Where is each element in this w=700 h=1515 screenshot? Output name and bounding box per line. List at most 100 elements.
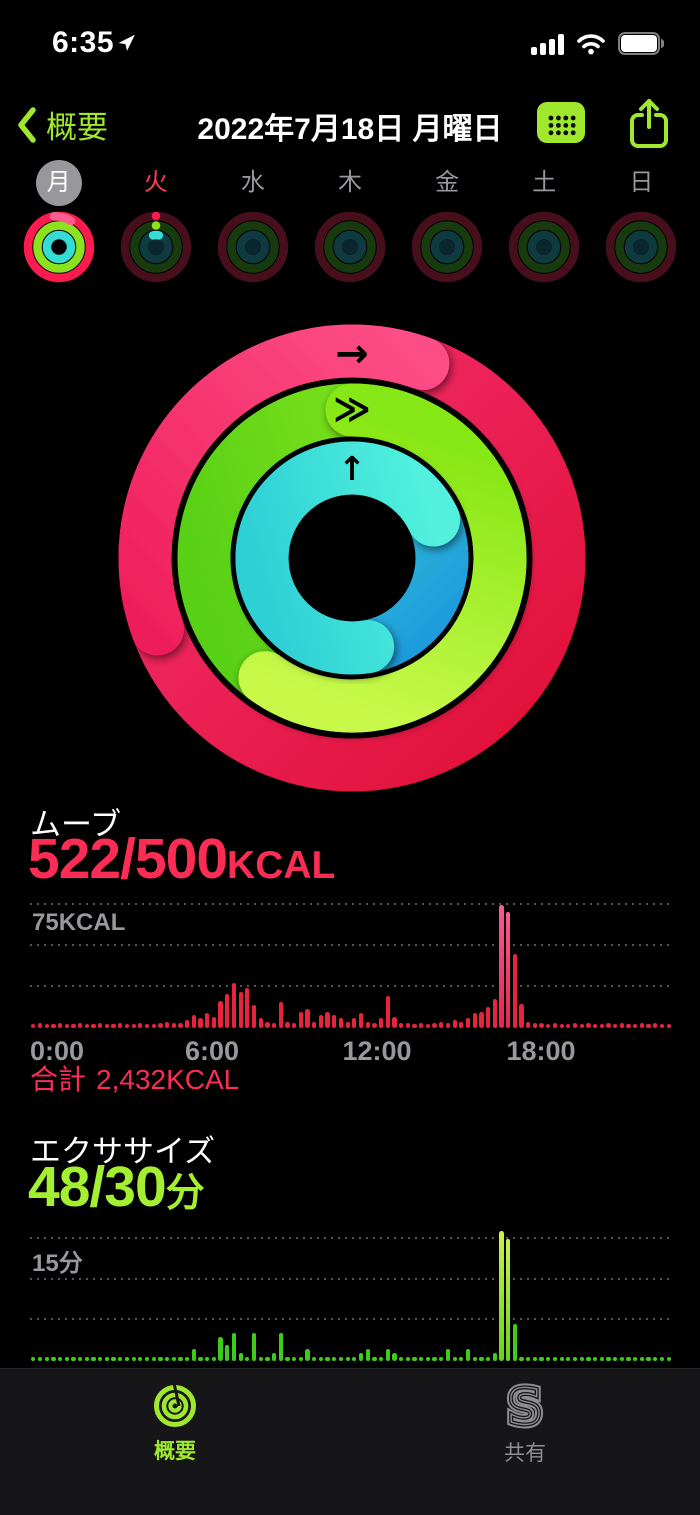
share-button[interactable] [626, 96, 672, 155]
chart-bar [84, 1356, 89, 1361]
chart-bar [225, 994, 230, 1028]
mini-activity-rings [23, 211, 94, 283]
exercise-value-unit: 分 [165, 1172, 205, 1215]
chart-bar [64, 1356, 69, 1361]
chart-bar [639, 1023, 645, 1028]
calendar-button[interactable] [536, 100, 586, 150]
chart-bar [124, 1356, 130, 1361]
chart-bar [385, 1348, 390, 1361]
chart-bar [185, 1356, 190, 1361]
move-chart-x-axis: 0:00 6:00 12:00 18:00 [0, 1036, 700, 1066]
chart-bar [412, 1023, 417, 1028]
chart-bar [91, 1023, 96, 1028]
chart-bar [358, 1352, 364, 1361]
chart-bar [305, 1008, 310, 1028]
chart-bar [191, 1015, 196, 1028]
chart-bar [613, 1356, 618, 1361]
chart-bar [118, 1356, 123, 1361]
chart-bar [472, 1356, 477, 1361]
chart-bar [479, 1356, 484, 1361]
chart-bar [338, 1356, 344, 1361]
chart-bar [178, 1356, 183, 1361]
day-column-木[interactable]: 木 [301, 160, 398, 285]
exercise-section-title: エクササイズ [30, 1134, 216, 1169]
chart-bar [37, 1356, 43, 1361]
day-column-金[interactable]: 金 [399, 160, 496, 285]
mini-activity-rings [314, 211, 386, 283]
chart-bar [646, 1023, 651, 1028]
chart-bar [278, 1002, 283, 1028]
chart-bar [365, 1021, 370, 1028]
chart-bar [572, 1023, 578, 1028]
stand-ring [235, 441, 469, 675]
tab-bar: 概要 S S S 共有 [0, 1368, 700, 1515]
day-column-土[interactable]: 土 [496, 160, 593, 285]
chart-bar [552, 1023, 558, 1028]
chart-bar [405, 1356, 410, 1361]
day-column-日[interactable]: 日 [593, 160, 690, 285]
chart-bar [258, 1356, 263, 1361]
chart-bar [365, 1348, 370, 1361]
chart-bar [358, 1013, 364, 1028]
chart-bar [91, 1356, 96, 1361]
chart-bar [78, 1356, 83, 1361]
chart-bar [285, 1021, 290, 1028]
chart-bar [292, 1023, 297, 1028]
chart-bar [566, 1356, 571, 1361]
chart-bar [265, 1021, 270, 1028]
mini-activity-rings [606, 211, 677, 283]
exercise-arrow-icon: ≫ [333, 389, 371, 430]
chart-bar [619, 1023, 624, 1028]
day-label: 火 [143, 169, 168, 196]
chart-bar [298, 1011, 303, 1028]
chart-bar [445, 1348, 451, 1361]
chart-bar [439, 1356, 444, 1361]
chart-bar [586, 1023, 591, 1028]
chart-bar [164, 1356, 170, 1361]
day-column-水[interactable]: 水 [204, 160, 301, 285]
chart-bar [586, 1356, 591, 1361]
day-label: 月 [35, 160, 82, 206]
chart-bar [325, 1011, 330, 1028]
chart-bar [285, 1356, 290, 1361]
chart-bar [452, 1356, 457, 1361]
chart-bar [31, 1023, 36, 1028]
chart-bar [606, 1356, 611, 1361]
chart-bar [619, 1356, 624, 1361]
svg-text:S: S [507, 1381, 542, 1433]
chart-bar [405, 1023, 410, 1028]
day-column-火[interactable]: 火 [107, 160, 204, 285]
chart-bar [519, 1003, 524, 1028]
chart-bar [131, 1356, 136, 1361]
chart-bar [31, 1356, 36, 1361]
chart-bar [138, 1023, 143, 1028]
move-chart [30, 903, 672, 1028]
tab-share[interactable]: S S S 共有 [445, 1381, 605, 1467]
chart-bar [492, 998, 497, 1028]
move-section-title: ムーブ [30, 807, 122, 842]
chart-bar [472, 1013, 477, 1028]
clock: 6:35 [52, 26, 115, 59]
day-column-月[interactable]: 月 [10, 160, 107, 285]
chart-bar [412, 1356, 417, 1361]
chart-bar [205, 1356, 210, 1361]
chart-bar [592, 1023, 598, 1028]
chart-bar [499, 905, 504, 1028]
chart-bar [238, 1352, 243, 1361]
chart-bar [325, 1356, 330, 1361]
mini-activity-rings [217, 211, 289, 283]
tab-summary[interactable]: 概要 [95, 1381, 255, 1465]
chart-bar [479, 1011, 484, 1028]
move-total-value: 2,432KCAL [96, 1064, 240, 1095]
chart-bar [44, 1356, 49, 1361]
x-axis-tick-label: 12:00 [342, 1036, 412, 1066]
back-button[interactable]: 概要 [16, 102, 108, 147]
chart-bar [633, 1356, 638, 1361]
chart-bar [385, 995, 390, 1028]
chart-bar [71, 1023, 76, 1028]
chart-bar [198, 1356, 203, 1361]
exercise-chart [30, 1230, 672, 1361]
chart-bar [639, 1356, 645, 1361]
chart-bar [332, 1015, 337, 1028]
move-chart-ymax-label: 75KCAL [32, 909, 126, 936]
